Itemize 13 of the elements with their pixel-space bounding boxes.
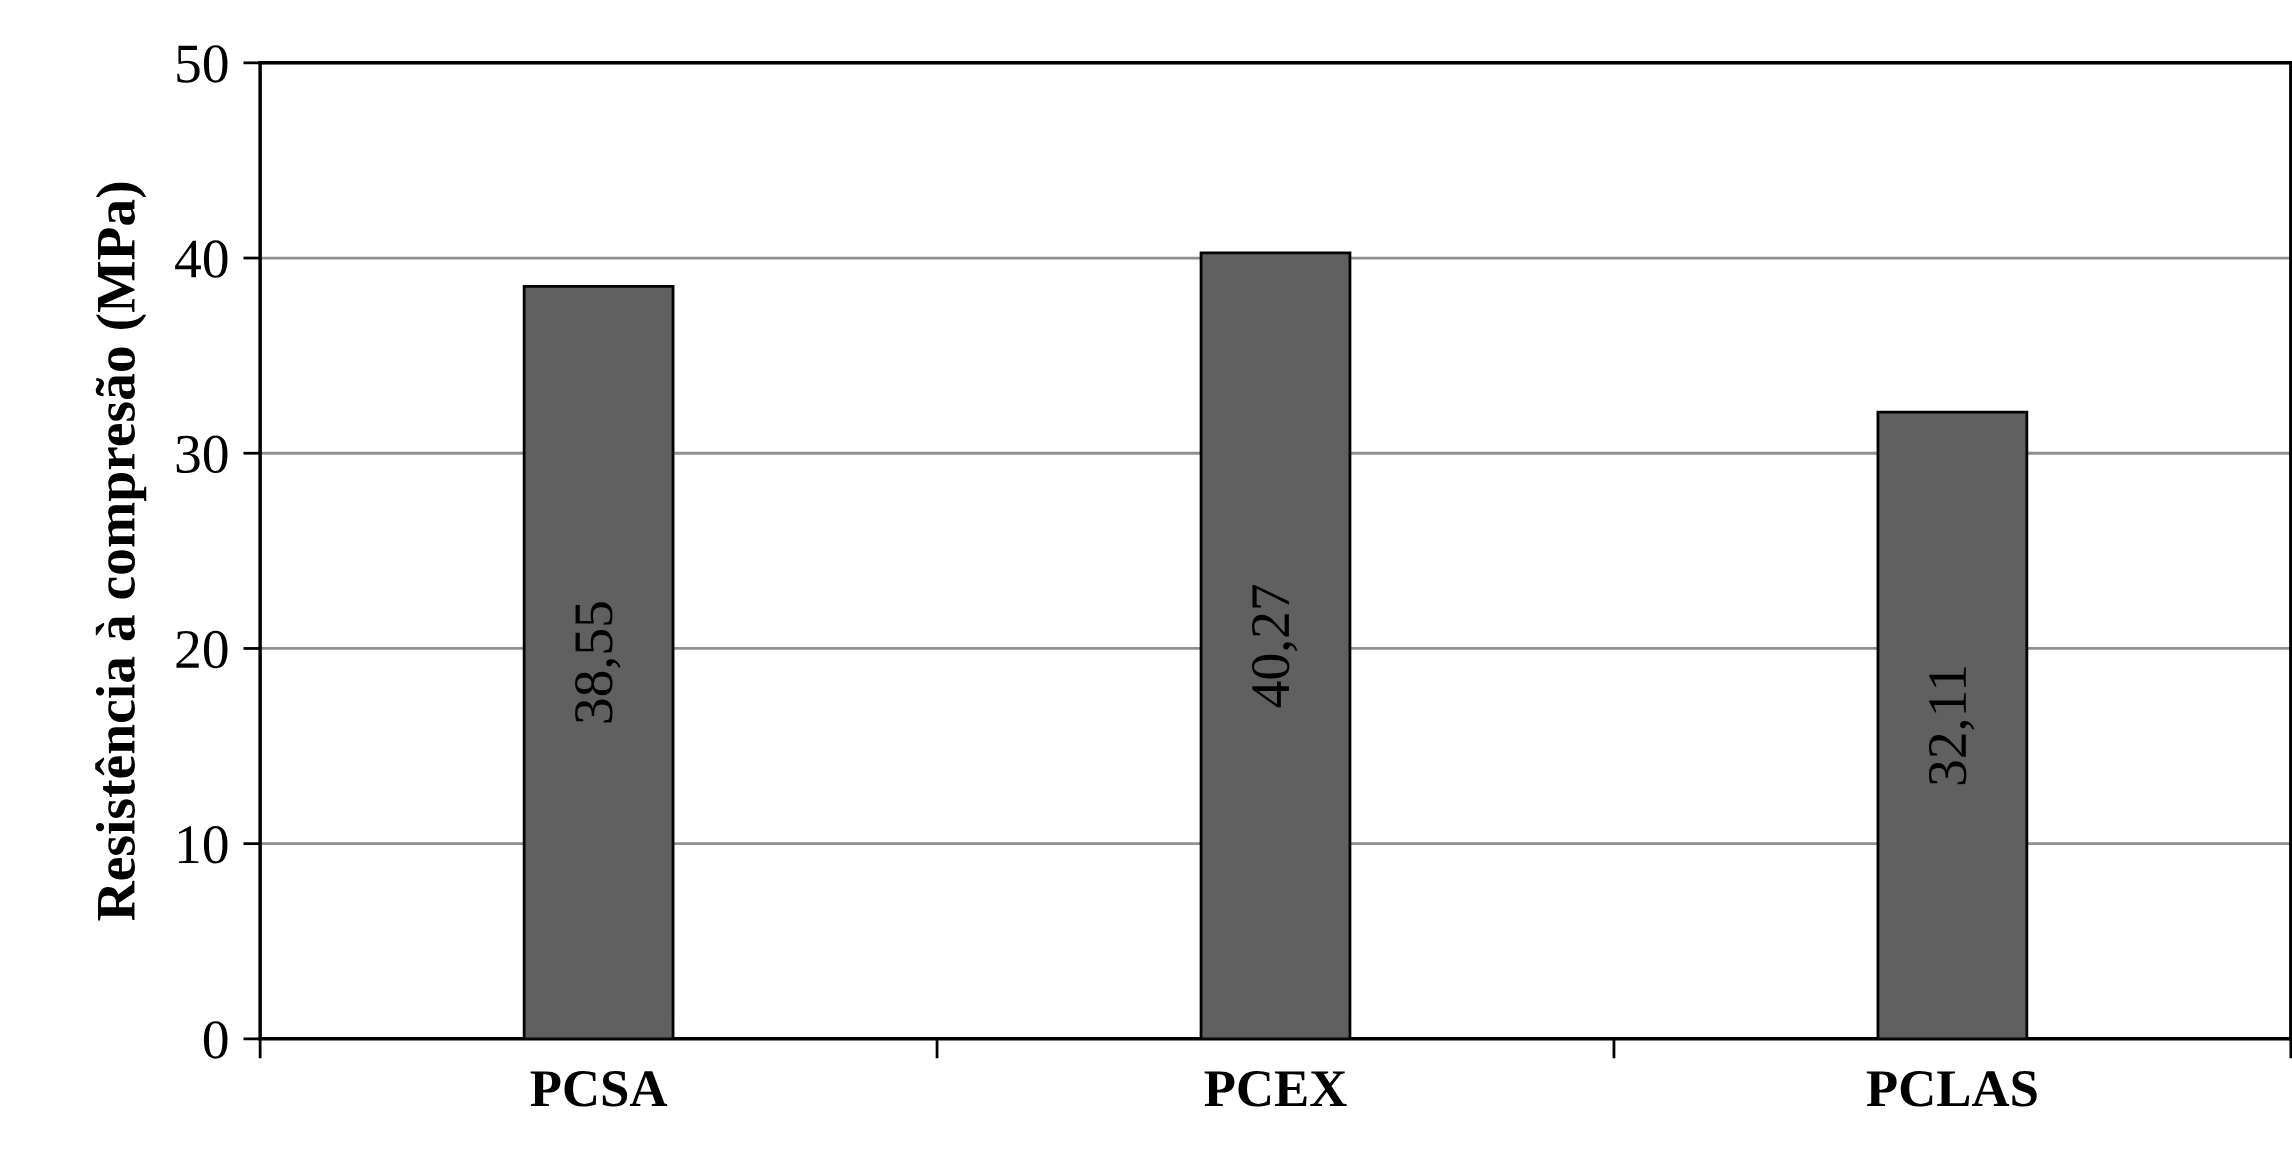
y-axis-title: Resistência à compresão (MPa) [95, 182, 147, 921]
x-tick-label: PCEX [1204, 1071, 1347, 1107]
data-label: 38,55 [575, 602, 621, 723]
y-tick-label: 30 [176, 435, 228, 474]
x-tick-label: PCSA [530, 1071, 668, 1107]
data-label: 32,11 [1928, 667, 1975, 785]
y-tick-label: 10 [178, 825, 228, 864]
data-label: 40,27 [1251, 584, 1298, 708]
y-tick-label: 50 [177, 45, 228, 83]
y-tick-label: 20 [176, 630, 228, 669]
y-tick-label: 40 [175, 240, 228, 278]
x-tick-label: PCLAS [1866, 1071, 2037, 1107]
y-tick-label: 0 [203, 1021, 228, 1059]
